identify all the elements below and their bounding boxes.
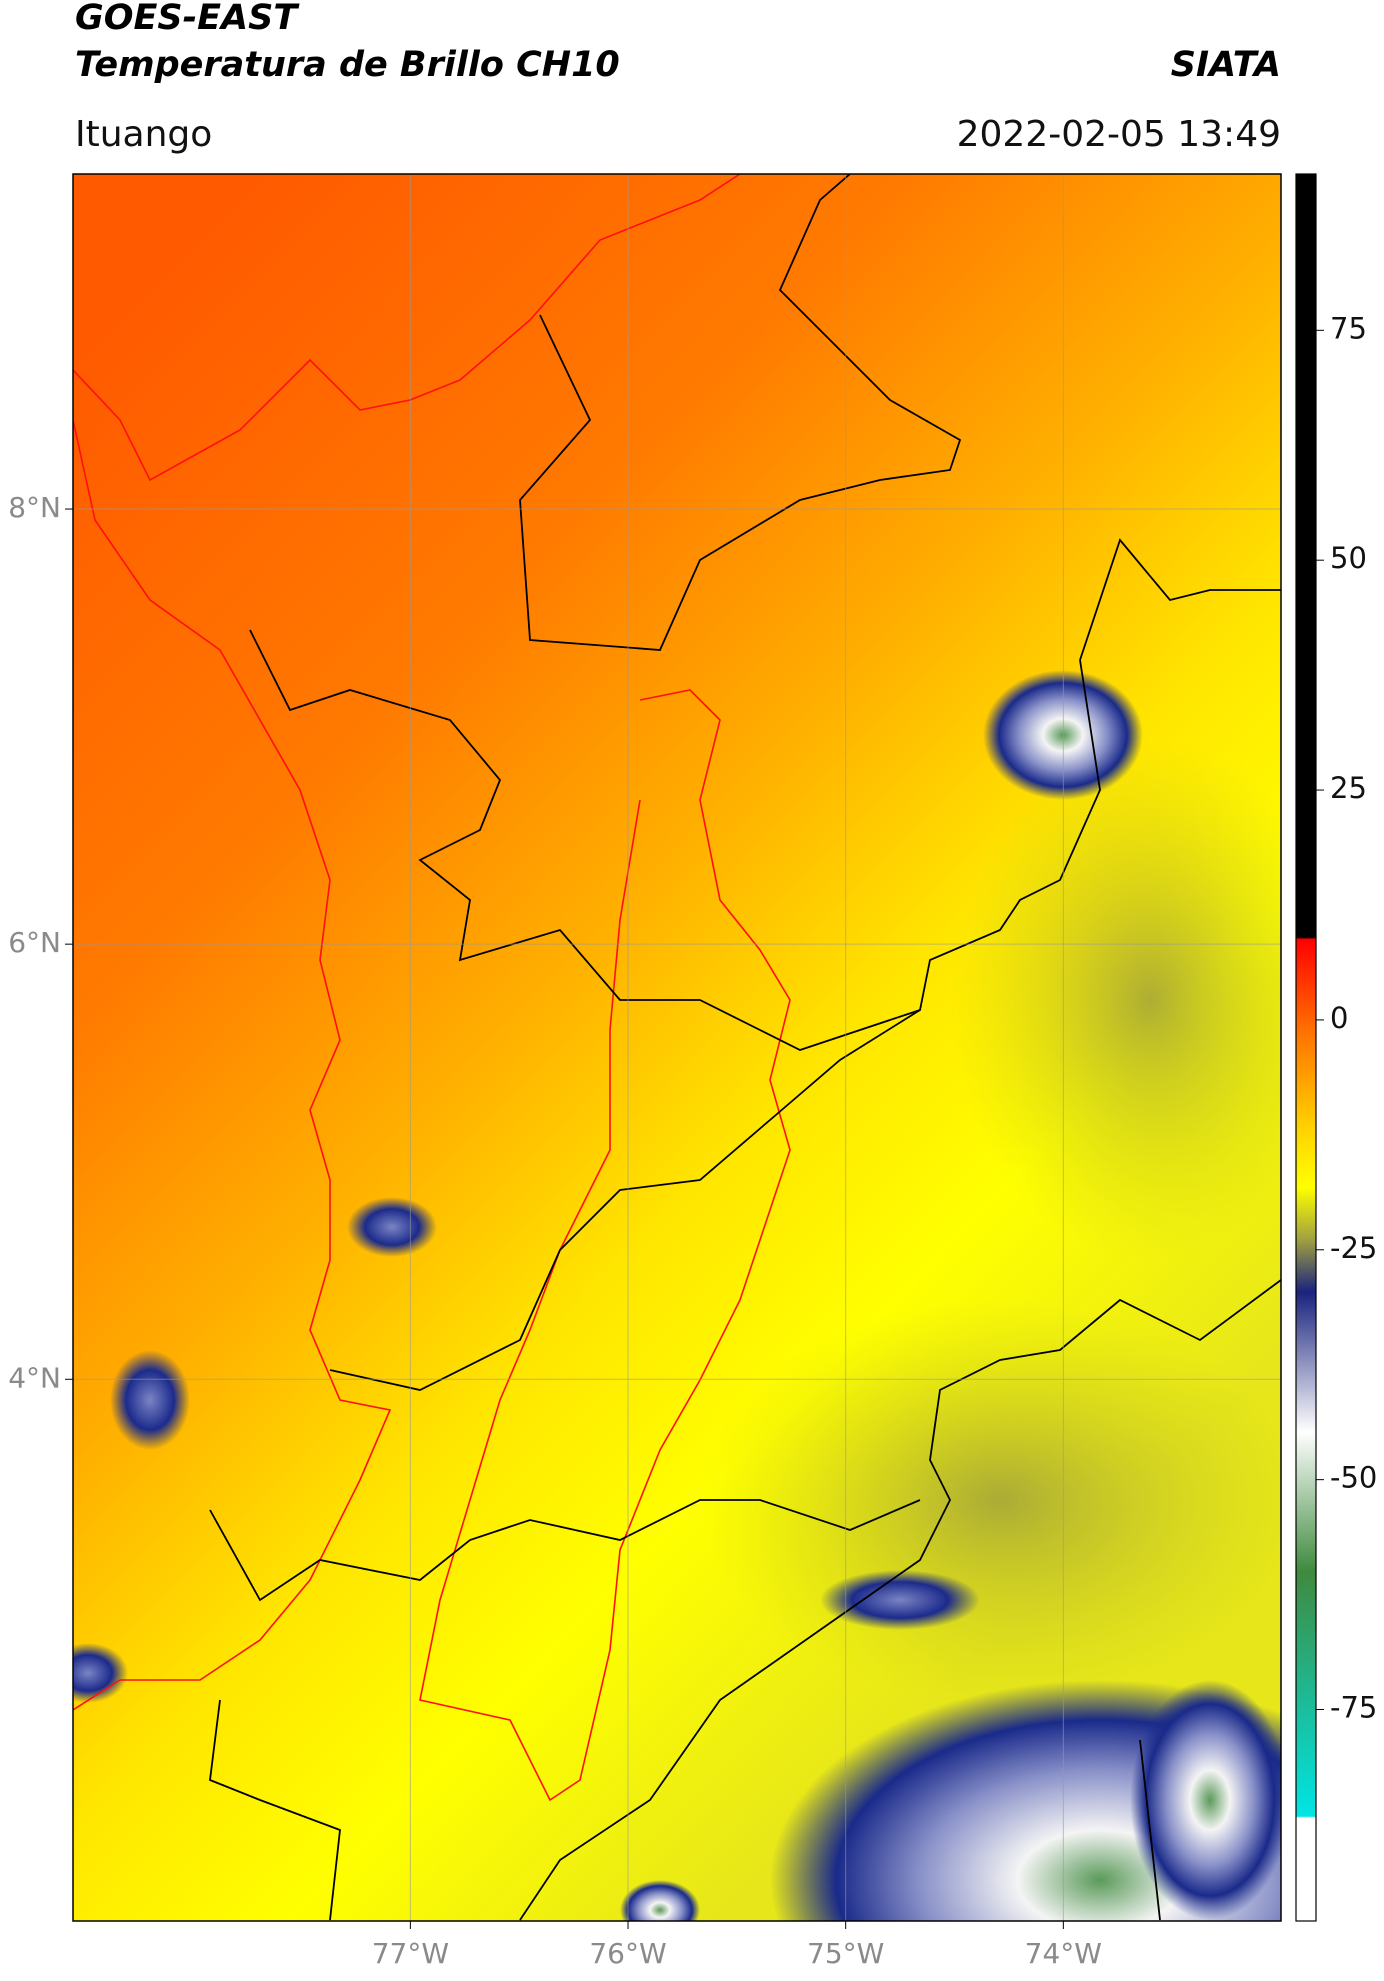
colorbar-tick-label: 0 [1330,1001,1348,1035]
border [209,1699,341,1921]
region: Ituango [75,114,212,155]
border [1139,1739,1161,1921]
x-tick-label: 75°W [807,1937,884,1970]
ituango-region [419,689,791,1802]
colorbar-tick-label: -75 [1330,1691,1377,1725]
map-frame [72,173,1282,1922]
storm [347,1197,437,1257]
subtitle: Temperatura de Brillo CH10 [75,45,620,85]
border [519,174,962,651]
storm [1130,1680,1281,1920]
y-tick-label: 4°N [8,1361,61,1394]
x-tick-label: 76°W [589,1937,666,1970]
source: SIATA [1171,45,1281,85]
map [73,174,1281,1921]
border [249,629,1101,1051]
colorbar [1295,173,1317,1922]
timestamp: 2022-02-05 13:49 [957,114,1281,155]
x-tick-label: 77°W [372,1937,449,1970]
border [329,1009,921,1391]
coastline [73,419,392,1711]
border [519,1279,1281,1921]
colorbar-tick-label: 75 [1330,311,1367,345]
cloud [950,740,1281,1260]
grid [73,174,1281,1921]
storm [110,1350,190,1450]
colorbar-tick-label: 25 [1330,771,1367,805]
colorbar-tick-label: -25 [1330,1231,1377,1265]
colorbar-tick-label: 50 [1330,541,1367,575]
storm [820,1570,980,1630]
coastline [73,174,741,482]
title: GOES-EAST [75,0,300,38]
y-tick-label: 6°N [8,926,61,959]
border [209,1499,921,1602]
y-tick-label: 8°N [8,491,61,524]
storm [73,1643,128,1703]
x-tick-label: 74°W [1025,1937,1102,1970]
border [1079,538,1281,661]
colorbar-tick-label: -50 [1330,1461,1377,1495]
storm [620,1880,700,1921]
